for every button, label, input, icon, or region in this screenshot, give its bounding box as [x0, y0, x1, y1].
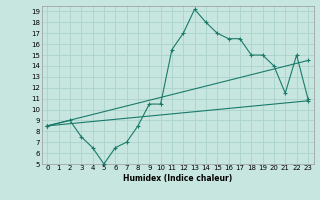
- X-axis label: Humidex (Indice chaleur): Humidex (Indice chaleur): [123, 174, 232, 183]
